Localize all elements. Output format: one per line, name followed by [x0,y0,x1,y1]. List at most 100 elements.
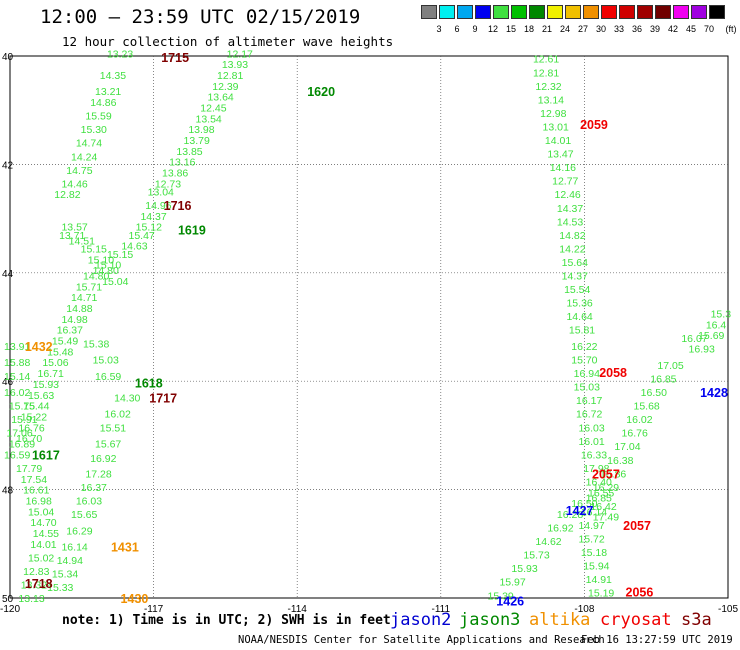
lon-tick-label: -120 [0,604,20,615]
wave-height-value: 14.55 [33,528,59,540]
wave-height-value: 16.4 [706,319,727,331]
wave-height-value: 14.96 [145,200,171,212]
wave-height-value: 16.93 [689,344,715,356]
track-values: 12.1713.9312.8112.3913.6412.4513.5413.98… [4,48,731,605]
wave-height-value: 12.46 [555,189,581,201]
wave-height-value: 13.13 [18,593,44,605]
pass-time-label: 1432 [25,340,53,354]
wave-height-value: 16.29 [66,525,92,537]
wave-height-value: 16.71 [38,368,64,380]
wave-height-value: 16.72 [576,409,602,421]
pass-time-label: 1431 [111,541,139,555]
wave-height-value: 17.79 [16,463,42,475]
wave-height-value: 15.12 [136,222,162,234]
lat-tick-label: 50 [2,594,14,605]
wave-height-value: 15.06 [42,357,68,369]
wave-height-value: 15.71 [76,281,102,293]
wave-height-value: 13.79 [184,135,210,147]
wave-height-value: 12.77 [552,176,578,188]
wave-height-value: 16.33 [581,449,607,461]
wave-height-value: 15.38 [83,338,109,350]
wave-height-value: 12.32 [535,81,561,93]
wave-height-value: 14.70 [30,517,56,529]
wave-height-value: 16.03 [76,495,102,507]
wave-height-value: 13.93 [222,59,248,71]
wave-height-value: 14.22 [559,243,585,255]
wave-height-value: 16.01 [578,436,604,448]
wave-height-value: 14.16 [550,162,576,174]
color-scale-label: 12 [487,24,499,34]
wave-height-value: 14.53 [557,216,583,228]
wave-height-value: 15.73 [523,550,549,562]
pass-time-label: 2056 [626,585,654,599]
wave-height-value: 15.54 [564,284,590,296]
wave-height-value: 16.76 [622,428,648,440]
wave-height-value: 15.15 [107,249,133,261]
wave-height-value: 13.98 [188,124,214,136]
wave-height-value: 15.33 [47,582,73,594]
wave-height-value: 13.71 [59,230,85,242]
wave-height-value: 12.39 [212,81,238,93]
wave-height-value: 14.46 [61,178,87,190]
wave-height-value: 14.88 [66,303,92,315]
wave-height-value: 14.35 [100,70,126,82]
wave-height-value: 16.02 [626,414,652,426]
wave-height-value: 14.94 [57,555,83,567]
wave-height-value: 16.86 [600,468,626,480]
color-swatch [619,5,635,19]
wave-height-value: 16.22 [571,341,597,353]
wave-height-value: 17.54 [21,474,47,486]
wave-height-value: 15.64 [562,257,588,269]
wave-height-value: 12.17 [227,48,253,60]
wave-height-value: 16.50 [571,498,597,510]
wave-height-value: 15.97 [499,577,525,589]
color-scale-label: 45 [685,24,697,34]
wave-height-value: 15.47 [128,230,154,242]
lat-tick-label: 48 [2,486,14,497]
wave-height-value: 16.59 [95,371,121,383]
wave-height-value: 17.49 [593,512,619,524]
wave-height-value: 15.88 [4,357,30,369]
color-scale-label: 36 [631,24,643,34]
wave-height-value: 15.03 [574,382,600,394]
wave-height-value: 16.59 [4,449,30,461]
pass-time-label: 1715 [161,51,189,65]
color-scale-label: 9 [472,24,478,34]
wave-height-value: 15.04 [28,506,54,518]
color-scale-label: 15 [505,24,517,34]
color-swatch [601,5,617,19]
wave-height-value: 12.61 [533,54,559,66]
wave-height-value: 13.57 [61,222,87,234]
wave-height-value: 16.85 [650,373,676,385]
color-swatch [421,5,437,19]
pass-time-label: 1619 [178,223,206,237]
color-swatch [691,5,707,19]
map-frame [9,55,729,599]
axis-ticks: -120 -117 -114 -111 -108 -105 40 42 44 46 48 50 [0,52,738,615]
color-scale-label: 70 [703,24,715,34]
color-scale-label: 6 [454,24,460,34]
color-scale-label: 3 [436,24,442,34]
color-scale-label: 33 [613,24,625,34]
lon-tick-label: -105 [718,604,738,615]
wave-height-value: 13.01 [543,121,569,133]
wave-height-value: 15.93 [33,379,59,391]
wave-height-value: 16.17 [576,395,602,407]
wave-height-value: 16.37 [81,482,107,494]
color-scale-label: 21 [541,24,553,34]
pass-time-label: 2057 [623,519,651,533]
wave-height-value: 14.30 [114,392,140,404]
wave-height-value: 12.83 [23,566,49,578]
color-scale-unit: (ft) [725,24,737,34]
credit-time: Feb 16 13:27:59 UTC 2019 [581,634,733,646]
wave-height-value: 14.74 [76,138,102,150]
wave-height-value: 15.02 [28,552,54,564]
wave-height-value: 13.54 [196,113,222,125]
legend-s3a: s3a [681,610,712,630]
wave-height-value: 14.82 [559,230,585,242]
wave-height-value: 14.01 [30,539,56,551]
wave-height-value: 14.80 [83,271,109,283]
wave-height-value: 16.92 [547,523,573,535]
color-scale-label: 39 [649,24,661,34]
